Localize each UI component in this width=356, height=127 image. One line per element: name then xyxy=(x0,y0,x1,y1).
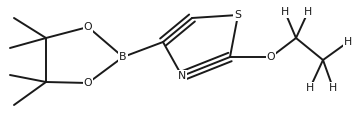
Text: O: O xyxy=(84,22,92,32)
Text: N: N xyxy=(178,71,186,81)
Text: H: H xyxy=(344,37,352,47)
Text: O: O xyxy=(84,78,92,88)
Text: H: H xyxy=(281,7,289,17)
Text: H: H xyxy=(329,83,337,93)
Text: H: H xyxy=(306,83,314,93)
Text: O: O xyxy=(267,52,275,62)
Text: H: H xyxy=(304,7,312,17)
Text: B: B xyxy=(119,52,127,62)
Text: S: S xyxy=(235,10,241,20)
